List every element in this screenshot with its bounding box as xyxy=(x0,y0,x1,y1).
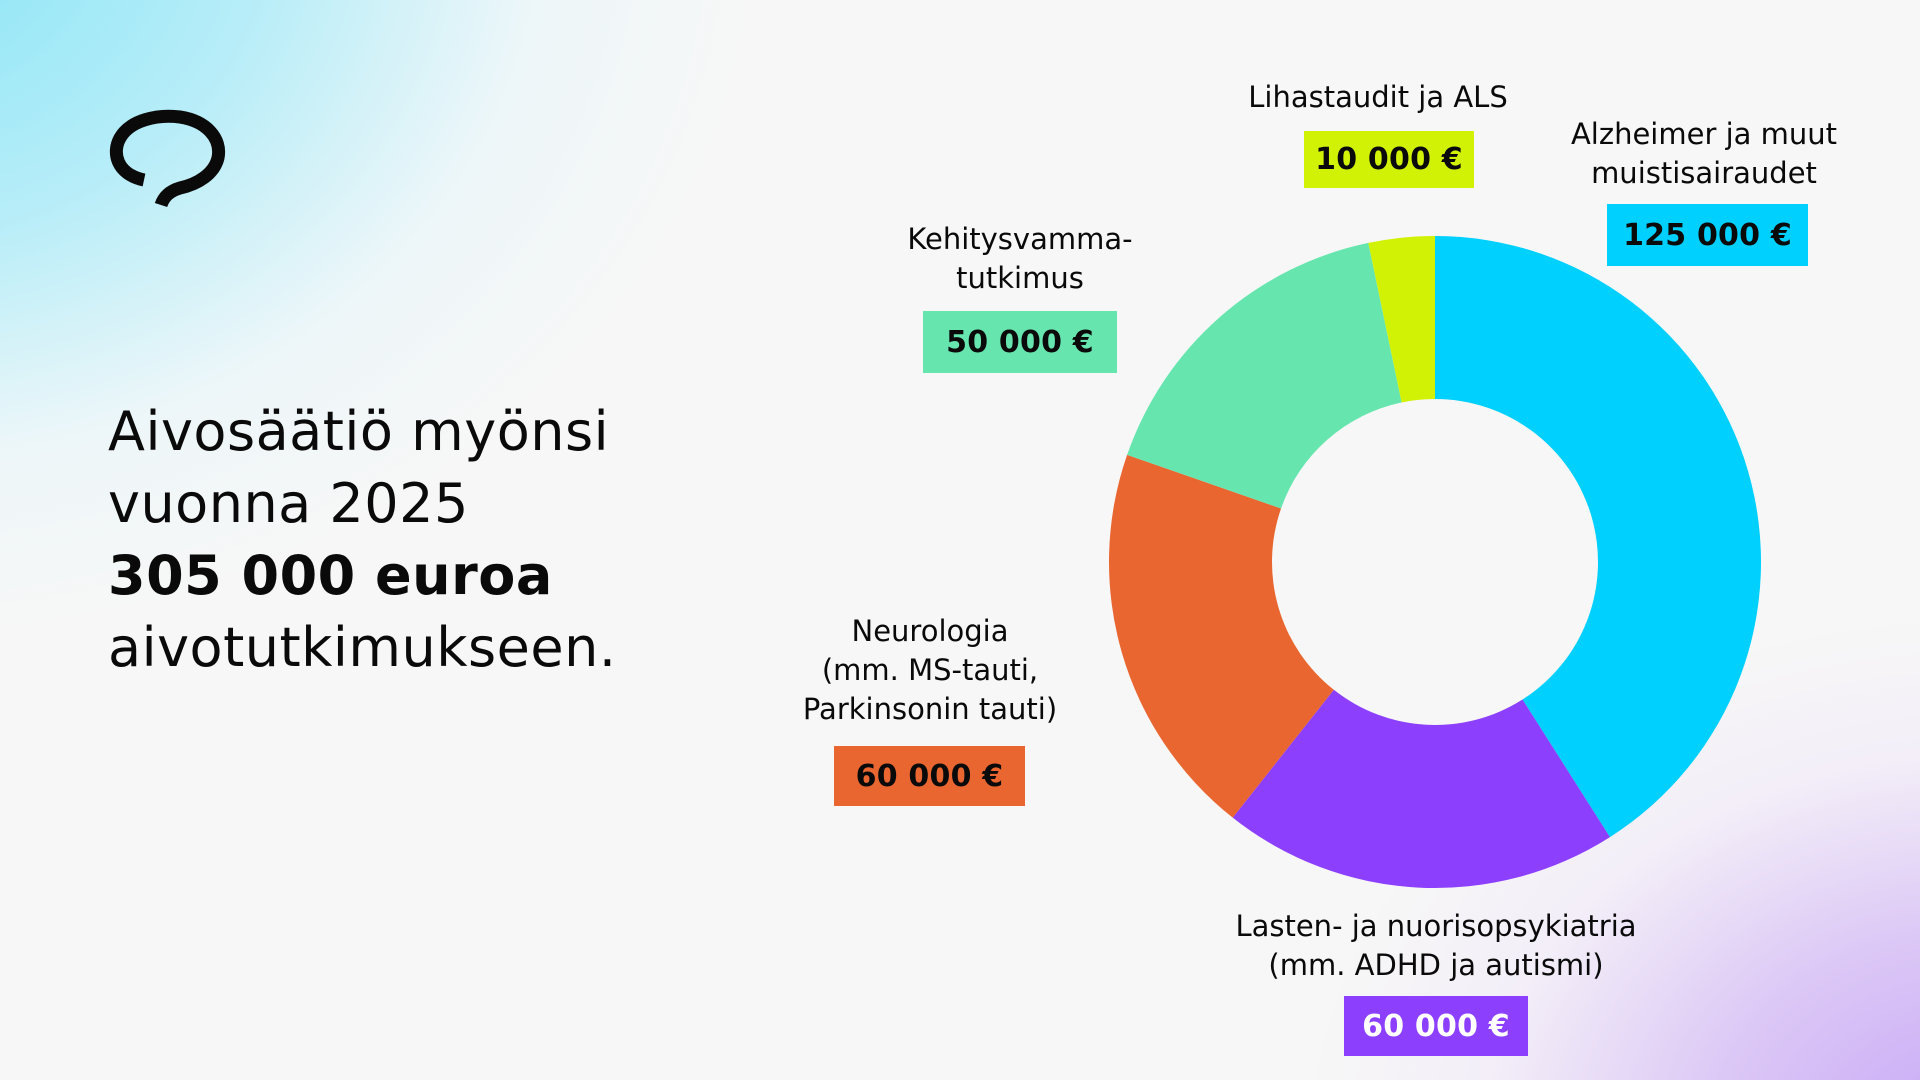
headline-line-4: aivotutkimukseen. xyxy=(108,616,617,679)
headline-line-2: vuonna 2025 xyxy=(108,472,469,535)
amount-badge-lasten-nuorisopsykiatria: 60 000 € xyxy=(1344,996,1528,1056)
label-line: tutkimus xyxy=(956,261,1084,295)
label-line: Neurologia xyxy=(851,614,1009,648)
headline-line-1: Aivosäätiö myönsi xyxy=(108,400,610,463)
label-line: (mm. MS-tauti, xyxy=(821,653,1039,687)
label-line: Kehitysvamma- xyxy=(907,222,1133,256)
amount-badge-neurologia: 60 000 € xyxy=(834,746,1025,806)
label-line: muistisairaudet xyxy=(1591,156,1817,190)
donut-segment xyxy=(1127,242,1402,509)
donut-segment xyxy=(1232,689,1610,888)
label-line: Lasten- ja nuorisopsykiatria xyxy=(1235,909,1637,943)
donut-segment xyxy=(1368,236,1435,403)
label-line: (mm. ADHD ja autismi) xyxy=(1268,948,1604,982)
label-line: Lihastaudit ja ALS xyxy=(1248,80,1508,114)
amount-badge-kehitysvamma: 50 000 € xyxy=(923,311,1117,373)
label-kehitysvamma: Kehitysvamma-tutkimus xyxy=(907,220,1132,298)
label-lasten-nuorisopsykiatria: Lasten- ja nuorisopsykiatria (mm. ADHD ja… xyxy=(1235,907,1636,985)
label-neurologia: Neurologia (mm. MS-tauti, Parkinsonin taut… xyxy=(803,612,1057,729)
label-line: Parkinsonin tauti) xyxy=(802,692,1058,726)
aivosaatio-logo-icon xyxy=(109,109,226,208)
amount-badge-alzheimer: 125 000 € xyxy=(1607,204,1808,266)
headline: Aivosäätiö myönsi vuonna 2025 305 000 eu… xyxy=(108,396,728,684)
amount-badge-lihastaudit: 10 000 € xyxy=(1304,131,1474,188)
donut-segment xyxy=(1435,236,1761,838)
label-line: Alzheimer ja muut xyxy=(1570,117,1838,151)
donut-segment xyxy=(1109,454,1334,818)
headline-total-amount: 305 000 euroa xyxy=(108,544,553,607)
label-lihastaudit: Lihastaudit ja ALS xyxy=(1248,78,1508,117)
label-alzheimer: Alzheimer ja muut muistisairaudet xyxy=(1571,115,1837,193)
